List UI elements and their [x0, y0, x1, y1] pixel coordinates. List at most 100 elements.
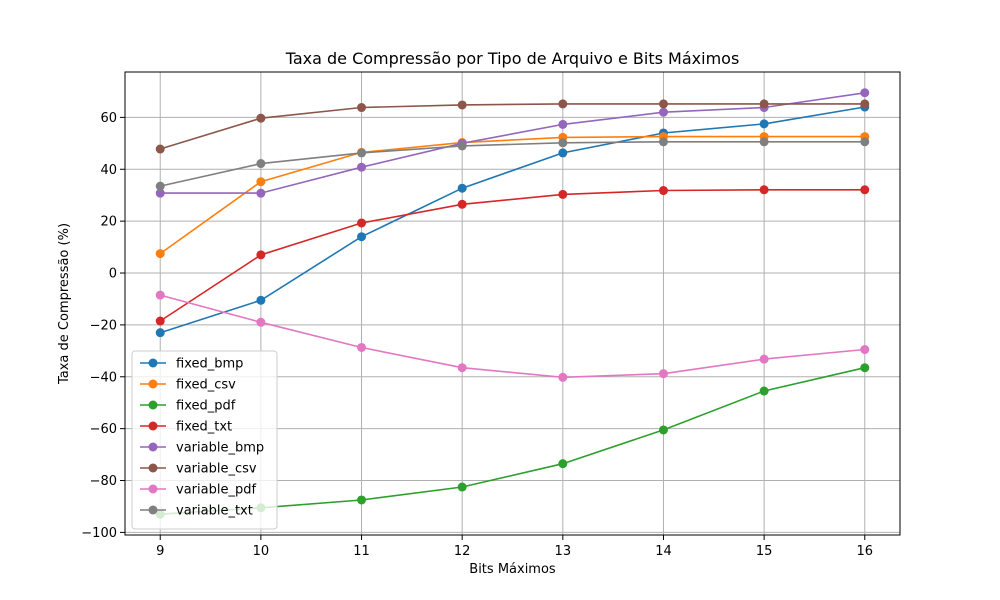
- series-line: [160, 92, 865, 194]
- legend-swatch-marker: [148, 484, 158, 494]
- legend-label: fixed_pdf: [176, 399, 236, 414]
- legend-item: variable_csv: [140, 462, 257, 477]
- y-tick-label: 20: [100, 215, 117, 230]
- legend-swatch-marker: [148, 379, 158, 389]
- data-point: [357, 495, 367, 505]
- data-point: [658, 107, 668, 117]
- data-point: [658, 425, 668, 435]
- x-tick-label: 16: [856, 544, 873, 559]
- legend-item: fixed_txt: [140, 420, 232, 435]
- legend-swatch-marker: [148, 442, 158, 452]
- x-tick-label: 11: [353, 544, 370, 559]
- y-axis-label: Taxa de Compressão (%): [57, 223, 72, 385]
- legend-label: variable_bmp: [176, 441, 264, 456]
- data-point: [558, 99, 568, 109]
- data-point: [357, 148, 367, 158]
- data-point: [558, 459, 568, 469]
- legend-swatch-marker: [148, 463, 158, 473]
- chart-title: Taxa de Compressão por Tipo de Arquivo e…: [285, 49, 740, 68]
- legend-label: fixed_bmp: [176, 357, 243, 372]
- data-point: [256, 295, 266, 305]
- data-point: [860, 99, 870, 109]
- data-point: [558, 189, 568, 199]
- series-fixed-txt: [155, 185, 870, 326]
- y-tick-label: 40: [100, 163, 117, 178]
- legend-label: variable_txt: [176, 504, 253, 519]
- data-point: [860, 363, 870, 373]
- data-point: [658, 99, 668, 109]
- y-tick-label: −60: [90, 422, 117, 437]
- data-point: [558, 372, 568, 382]
- y-tick-label: −100: [81, 526, 117, 541]
- legend-swatch-marker: [148, 400, 158, 410]
- data-point: [658, 186, 668, 196]
- legend-item: variable_pdf: [140, 483, 256, 498]
- data-point: [558, 119, 568, 129]
- legend-label: fixed_txt: [176, 420, 232, 435]
- y-tick-label: −20: [90, 318, 117, 333]
- data-point: [256, 177, 266, 187]
- data-point: [155, 249, 165, 259]
- data-point: [256, 317, 266, 327]
- data-point: [457, 363, 467, 373]
- data-point: [357, 162, 367, 172]
- data-point: [759, 119, 769, 129]
- data-point: [256, 113, 266, 123]
- data-point: [457, 199, 467, 209]
- x-tick-label: 15: [756, 544, 773, 559]
- legend-label: fixed_csv: [176, 378, 236, 393]
- x-axis: 9 10 11 12 13 14 15 16: [156, 535, 873, 559]
- legend-swatch-marker: [148, 505, 158, 515]
- data-point: [658, 137, 668, 147]
- legend-item: fixed_csv: [140, 378, 236, 393]
- series-variable-txt: [155, 137, 870, 191]
- x-tick-label: 14: [655, 544, 672, 559]
- data-point: [457, 482, 467, 492]
- data-point: [155, 188, 165, 198]
- data-point: [256, 188, 266, 198]
- x-tick-label: 9: [156, 544, 164, 559]
- series-line: [159, 135, 865, 255]
- legend-label: variable_csv: [176, 462, 257, 477]
- legend-swatch-marker: [148, 421, 158, 431]
- plot-area-frame: [124, 71, 901, 536]
- data-point: [457, 100, 467, 110]
- data-point: [155, 181, 165, 191]
- series-line: [159, 294, 865, 379]
- data-point: [155, 316, 165, 326]
- data-point: [558, 138, 568, 148]
- y-axis: −100 −80 −60 −40 −20 0 20 40 60: [81, 111, 125, 541]
- series-line: [160, 366, 865, 515]
- y-tick-label: 60: [100, 111, 117, 126]
- x-tick-label: 13: [555, 544, 572, 559]
- series-line: [159, 106, 865, 334]
- legend-item: variable_bmp: [140, 441, 264, 456]
- data-point: [457, 141, 467, 151]
- y-tick-label: −40: [90, 370, 117, 385]
- data-point: [759, 354, 769, 364]
- data-point: [860, 137, 870, 147]
- data-point: [357, 232, 367, 242]
- series-variable-bmp: [155, 88, 870, 198]
- data-point: [457, 183, 467, 193]
- series-line: [159, 189, 865, 322]
- data-point: [759, 137, 769, 147]
- data-point: [155, 328, 165, 338]
- x-axis-label: Bits Máximos: [469, 562, 556, 577]
- legend-item: fixed_pdf: [140, 399, 236, 414]
- data-point: [357, 342, 367, 352]
- data-point: [256, 250, 266, 260]
- data-point: [155, 144, 165, 154]
- series-variable-pdf: [155, 290, 870, 382]
- series-lines: [155, 88, 870, 519]
- legend-swatch-marker: [148, 358, 158, 368]
- data-point: [759, 386, 769, 396]
- y-tick-label: −80: [90, 474, 117, 489]
- x-tick-label: 12: [454, 544, 471, 559]
- y-tick-label: 0: [109, 267, 117, 282]
- data-point: [860, 345, 870, 355]
- data-point: [658, 369, 668, 379]
- data-point: [256, 159, 266, 169]
- data-point: [155, 290, 165, 300]
